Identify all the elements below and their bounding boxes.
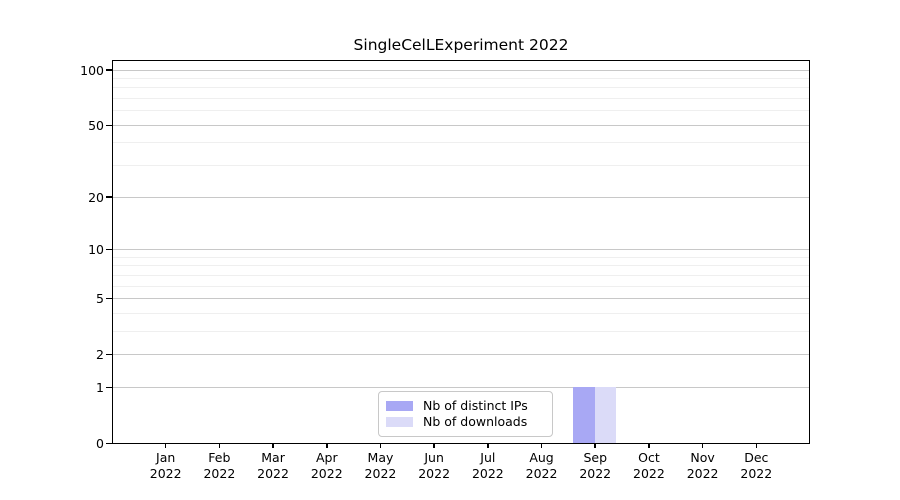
legend: Nb of distinct IPs Nb of downloads [378,391,553,437]
x-tick-label: Oct 2022 [617,450,681,481]
minor-gridline [113,165,809,167]
x-tick-year: 2022 [740,465,773,481]
x-tick-label: Jun 2022 [402,450,466,481]
y-tick-mark [106,297,112,300]
major-gridline [113,248,809,250]
x-tick-label: Nov 2022 [671,450,735,481]
legend-item-distinct-ips: Nb of distinct IPs [386,398,544,414]
minor-gridline [113,142,809,144]
x-tick-mark [487,443,489,448]
x-tick-year: 2022 [471,465,504,481]
major-gridline [113,69,809,71]
x-tick-mark [379,443,382,448]
y-tick-mark [106,69,112,71]
x-tick-mark [218,443,221,448]
legend-label-downloads: Nb of downloads [423,414,528,429]
minor-gridline [113,330,809,332]
legend-item-downloads: Nb of downloads [386,414,544,430]
x-tick-label: Sep 2022 [563,450,627,481]
x-tick-mark [326,443,328,448]
x-tick-mark [755,443,758,448]
minor-gridline [113,77,809,79]
x-tick-year: 2022 [310,465,343,481]
major-gridline [113,297,809,299]
minor-gridline [113,285,809,287]
x-tick-label: Jan 2022 [134,450,198,481]
x-tick-year: 2022 [686,465,719,481]
y-tick-label: 2 [96,347,104,363]
y-tick-label: 0 [96,436,104,451]
y-tick-mark [106,124,112,127]
x-tick-label: May 2022 [348,450,412,481]
chart-title: SingleCelLExperiment 2022 [353,36,569,54]
x-tick-label: Feb 2022 [187,450,251,481]
y-tick-mark [106,442,112,445]
x-tick-label: Apr 2022 [295,450,359,481]
x-tick-mark [272,443,274,448]
x-tick-year: 2022 [203,465,236,481]
y-tick-label: 50 [88,117,104,133]
minor-gridline [113,265,809,267]
y-tick-label: 5 [96,290,104,306]
major-gridline [113,354,809,356]
bar-distinct-ips [573,386,595,443]
legend-swatch-downloads [386,417,413,427]
x-tick-mark [433,443,435,448]
x-tick-year: 2022 [579,465,612,481]
minor-gridline [113,274,809,276]
legend-swatch-distinct-ips [386,401,413,411]
plot-area [112,60,810,444]
y-tick-label: 10 [88,241,104,257]
minor-gridline [113,256,809,258]
major-gridline [113,124,809,126]
x-tick-label: Mar 2022 [241,450,305,481]
x-tick-year: 2022 [525,465,558,481]
minor-gridline [113,98,809,100]
bar-downloads [594,386,617,443]
y-tick-label: 100 [80,62,104,78]
legend-label-distinct-ips: Nb of distinct IPs [423,398,528,413]
x-tick-mark [540,443,543,448]
x-tick-mark [648,443,650,448]
x-tick-year: 2022 [364,465,397,481]
x-tick-year: 2022 [149,465,182,481]
x-tick-mark [701,443,704,448]
x-tick-year: 2022 [257,465,289,481]
x-tick-year: 2022 [633,465,665,481]
y-tick-mark [106,248,112,251]
y-tick-mark [106,386,112,389]
x-tick-mark [594,443,596,448]
x-tick-year: 2022 [418,465,451,481]
major-gridline [113,196,809,198]
minor-gridline [113,312,809,314]
y-tick-label: 1 [96,379,104,395]
minor-gridline [113,87,809,89]
minor-gridline [113,110,809,112]
x-tick-label: Jul 2022 [456,450,520,481]
x-tick-mark [164,443,167,448]
y-tick-mark [106,196,112,198]
x-tick-label: Dec 2022 [724,450,788,481]
major-gridline [113,386,809,388]
y-tick-mark [106,353,112,356]
x-tick-label: Aug 2022 [510,450,574,481]
y-tick-label: 20 [88,189,104,205]
